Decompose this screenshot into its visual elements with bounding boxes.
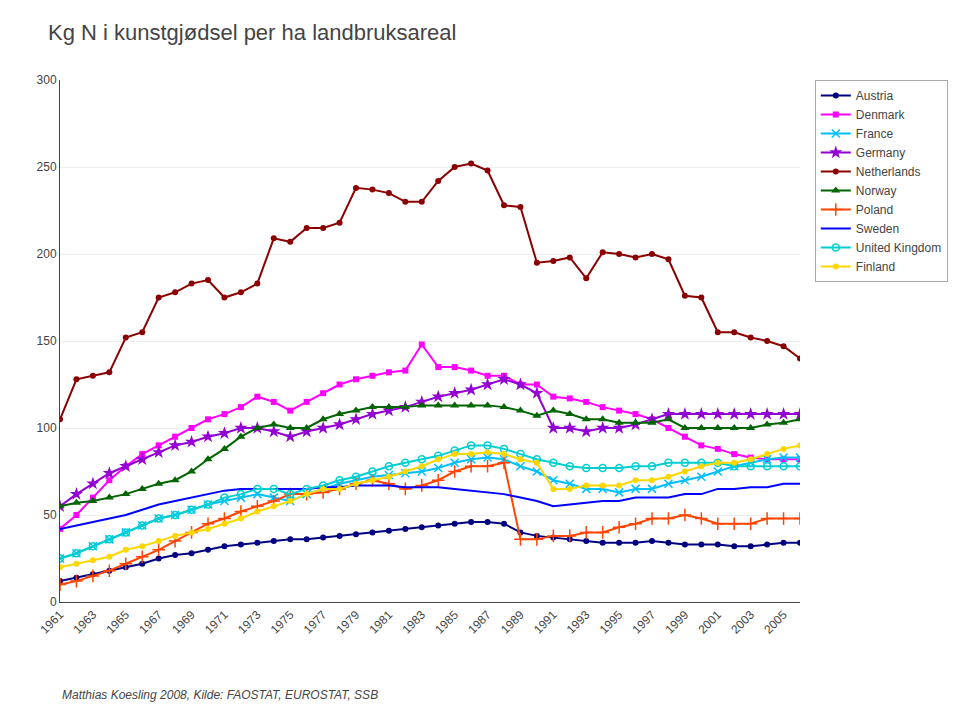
svg-text:200: 200 bbox=[37, 247, 57, 261]
svg-text:Austria: Austria bbox=[856, 89, 894, 103]
svg-text:1991: 1991 bbox=[531, 608, 560, 637]
svg-text:Netherlands: Netherlands bbox=[856, 165, 921, 179]
svg-text:1983: 1983 bbox=[399, 608, 428, 637]
svg-text:100: 100 bbox=[37, 421, 57, 435]
svg-text:150: 150 bbox=[37, 334, 57, 348]
svg-text:1973: 1973 bbox=[235, 608, 264, 637]
svg-text:2003: 2003 bbox=[728, 608, 757, 637]
svg-text:1993: 1993 bbox=[564, 608, 593, 637]
svg-text:Sweden: Sweden bbox=[856, 222, 899, 236]
svg-text:France: France bbox=[856, 127, 894, 141]
svg-text:1961: 1961 bbox=[38, 608, 67, 637]
svg-text:Matthias Koesling 2008, Kilde:: Matthias Koesling 2008, Kilde: FAOSTAT, … bbox=[62, 688, 378, 702]
svg-text:1995: 1995 bbox=[597, 608, 626, 637]
svg-text:50: 50 bbox=[43, 508, 57, 522]
svg-text:1981: 1981 bbox=[366, 608, 395, 637]
svg-text:United Kingdom: United Kingdom bbox=[856, 241, 941, 255]
svg-text:1987: 1987 bbox=[465, 608, 494, 637]
svg-text:Poland: Poland bbox=[856, 203, 893, 217]
svg-text:250: 250 bbox=[37, 160, 57, 174]
svg-text:Kg N i kunstgjødsel per ha lan: Kg N i kunstgjødsel per ha landbruksarea… bbox=[48, 20, 456, 45]
svg-text:1965: 1965 bbox=[103, 608, 132, 637]
svg-text:Finland: Finland bbox=[856, 260, 895, 274]
svg-text:300: 300 bbox=[37, 73, 57, 87]
svg-text:Denmark: Denmark bbox=[856, 108, 906, 122]
svg-text:Germany: Germany bbox=[856, 146, 905, 160]
svg-text:1975: 1975 bbox=[268, 608, 297, 637]
svg-text:2005: 2005 bbox=[761, 608, 790, 637]
svg-text:Norway: Norway bbox=[856, 184, 897, 198]
svg-text:1989: 1989 bbox=[498, 608, 527, 637]
svg-text:1985: 1985 bbox=[432, 608, 461, 637]
svg-text:1997: 1997 bbox=[630, 608, 659, 637]
svg-text:1977: 1977 bbox=[301, 608, 330, 637]
svg-text:2001: 2001 bbox=[695, 608, 724, 637]
svg-text:1969: 1969 bbox=[169, 608, 198, 637]
svg-text:0: 0 bbox=[50, 595, 57, 609]
svg-text:1963: 1963 bbox=[70, 608, 99, 637]
svg-text:1999: 1999 bbox=[662, 608, 691, 637]
svg-text:1971: 1971 bbox=[202, 608, 231, 637]
svg-text:1967: 1967 bbox=[136, 608, 165, 637]
svg-text:1979: 1979 bbox=[334, 608, 363, 637]
